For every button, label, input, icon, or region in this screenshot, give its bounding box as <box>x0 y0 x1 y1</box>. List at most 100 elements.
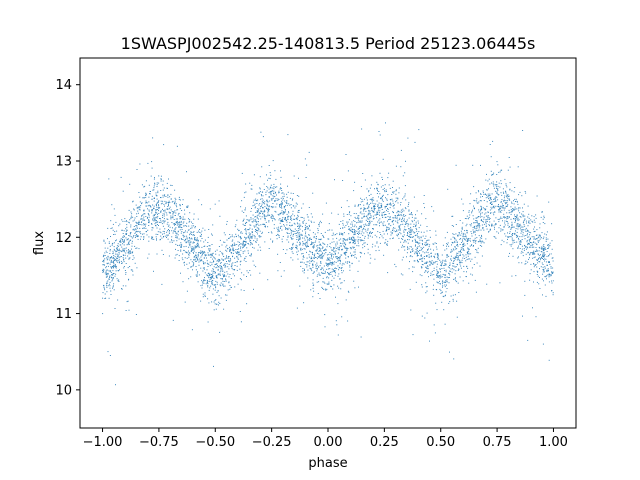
data-point <box>118 253 120 255</box>
data-point <box>166 187 168 189</box>
data-point <box>371 246 373 248</box>
data-point <box>404 207 406 209</box>
data-point <box>409 235 410 237</box>
data-point <box>214 271 216 273</box>
data-point <box>237 249 239 250</box>
data-point <box>221 265 222 267</box>
data-point <box>483 221 484 223</box>
data-point <box>345 247 347 249</box>
data-point <box>286 204 288 206</box>
data-point <box>408 209 410 211</box>
data-point <box>343 215 345 217</box>
data-point <box>151 198 153 200</box>
data-point <box>453 278 455 280</box>
data-point <box>346 247 348 249</box>
data-point <box>212 252 214 254</box>
data-point <box>548 281 550 283</box>
data-point <box>341 233 343 235</box>
data-point <box>528 258 529 260</box>
data-point <box>450 260 452 262</box>
data-point <box>407 239 408 241</box>
data-point <box>429 236 431 238</box>
data-point <box>223 285 225 287</box>
data-point <box>319 254 321 256</box>
data-point <box>478 227 480 229</box>
data-point <box>174 257 176 259</box>
data-point <box>328 277 330 279</box>
data-point <box>333 284 335 286</box>
data-point <box>395 197 397 199</box>
data-point <box>283 195 285 197</box>
data-point <box>362 173 364 174</box>
data-point <box>200 235 202 237</box>
data-point <box>156 206 158 208</box>
data-point <box>498 227 500 229</box>
data-point <box>401 221 403 223</box>
data-point <box>533 228 535 230</box>
data-point <box>353 241 355 243</box>
data-point <box>130 232 132 234</box>
data-point <box>232 248 234 250</box>
data-point <box>530 263 532 265</box>
data-point <box>268 210 270 212</box>
data-point <box>390 199 392 201</box>
data-point <box>486 228 488 230</box>
data-point <box>314 233 316 235</box>
data-point <box>339 258 341 260</box>
data-point <box>141 221 143 223</box>
data-point <box>192 241 194 243</box>
data-point <box>414 260 416 262</box>
data-point <box>521 213 523 215</box>
data-point <box>456 281 458 283</box>
data-point <box>517 247 519 249</box>
data-point <box>274 219 276 221</box>
data-point <box>363 198 365 200</box>
data-point <box>328 274 330 276</box>
data-point <box>398 214 400 216</box>
data-point <box>300 233 302 235</box>
data-point <box>376 212 378 214</box>
data-point <box>312 263 314 265</box>
data-point <box>247 219 249 221</box>
data-point <box>370 216 372 218</box>
data-point <box>466 215 468 217</box>
data-point <box>261 166 263 168</box>
data-point <box>148 209 150 211</box>
data-point <box>341 282 343 284</box>
data-point <box>166 208 168 210</box>
data-point <box>214 264 216 266</box>
data-point <box>371 198 373 200</box>
data-point <box>505 216 507 218</box>
data-point <box>542 218 544 220</box>
data-point <box>399 225 401 227</box>
data-point <box>239 264 241 266</box>
data-point <box>125 285 127 287</box>
data-point <box>160 197 162 199</box>
data-point <box>549 245 551 247</box>
data-point <box>168 232 170 234</box>
data-point <box>315 250 317 252</box>
data-point <box>513 203 515 205</box>
data-point <box>402 223 404 225</box>
data-point <box>354 240 356 242</box>
data-point <box>245 191 247 193</box>
data-point <box>433 284 434 286</box>
data-point <box>240 237 242 238</box>
data-point <box>190 241 192 243</box>
data-point <box>525 227 527 229</box>
data-point <box>175 203 177 205</box>
data-point <box>169 212 171 214</box>
data-point <box>211 278 213 280</box>
data-point <box>322 247 324 249</box>
data-point <box>376 211 378 213</box>
data-point <box>331 212 333 214</box>
data-point <box>284 200 286 202</box>
data-point <box>246 237 248 239</box>
data-point <box>249 238 251 240</box>
data-point <box>471 267 473 269</box>
data-point <box>112 287 113 289</box>
data-point <box>361 252 363 254</box>
data-point <box>542 343 544 345</box>
data-point <box>222 284 224 286</box>
data-point <box>378 208 380 210</box>
